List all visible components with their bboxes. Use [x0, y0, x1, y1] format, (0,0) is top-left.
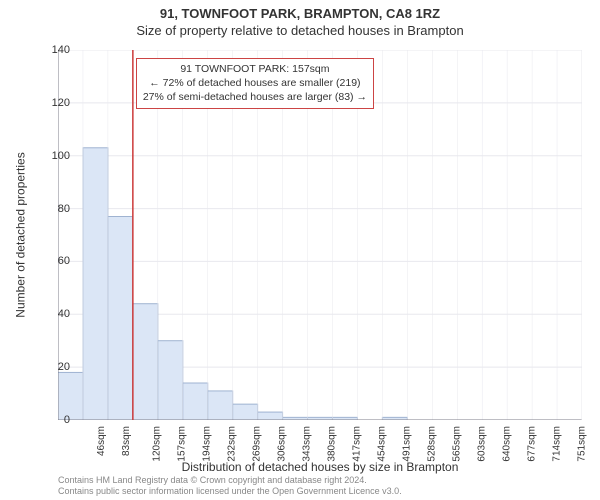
callout-line1: 91 TOWNFOOT PARK: 157sqm — [143, 62, 367, 76]
y-tick-label: 140 — [40, 44, 70, 56]
x-tick-label: 417sqm — [352, 426, 363, 462]
histogram-bar — [58, 372, 83, 420]
y-tick-label: 0 — [40, 414, 70, 426]
callout-line3: 27% of semi-detached houses are larger (… — [143, 90, 367, 104]
x-tick-label: 714sqm — [551, 426, 562, 462]
y-tick-label: 40 — [40, 308, 70, 320]
x-tick-label: 157sqm — [177, 426, 188, 462]
title-sub: Size of property relative to detached ho… — [0, 21, 600, 38]
x-tick-label: 46sqm — [96, 426, 107, 456]
histogram-bar — [133, 304, 158, 420]
footer-line2: Contains public sector information licen… — [58, 486, 402, 497]
x-tick-label: 528sqm — [426, 426, 437, 462]
histogram-bar — [233, 404, 258, 420]
histogram-bar — [183, 383, 208, 420]
x-tick-label: 343sqm — [302, 426, 313, 462]
property-size-callout: 91 TOWNFOOT PARK: 157sqm ← 72% of detach… — [136, 58, 374, 109]
histogram-bar — [258, 412, 283, 420]
y-tick-label: 60 — [40, 255, 70, 267]
chart-container: 91, TOWNFOOT PARK, BRAMPTON, CA8 1RZ Siz… — [0, 0, 600, 500]
title-main: 91, TOWNFOOT PARK, BRAMPTON, CA8 1RZ — [0, 0, 600, 21]
x-tick-label: 640sqm — [501, 426, 512, 462]
y-tick-label: 100 — [40, 150, 70, 162]
histogram-bar — [108, 217, 133, 421]
histogram-bar — [208, 391, 233, 420]
y-tick-label: 20 — [40, 361, 70, 373]
x-tick-label: 232sqm — [227, 426, 238, 462]
x-axis-label: Distribution of detached houses by size … — [58, 460, 582, 474]
histogram-bar — [83, 148, 108, 420]
footer-line1: Contains HM Land Registry data © Crown c… — [58, 475, 402, 486]
x-tick-label: 603sqm — [476, 426, 487, 462]
x-tick-label: 83sqm — [121, 426, 132, 456]
histogram-bar — [158, 341, 183, 420]
x-tick-label: 751sqm — [576, 426, 587, 462]
x-tick-label: 380sqm — [327, 426, 338, 462]
x-tick-label: 120sqm — [152, 426, 163, 462]
x-tick-label: 491sqm — [401, 426, 412, 462]
x-tick-label: 677sqm — [526, 426, 537, 462]
y-axis-label-wrap: Number of detached properties — [14, 50, 28, 420]
y-tick-label: 80 — [40, 203, 70, 215]
y-axis-label: Number of detached properties — [14, 152, 28, 317]
x-tick-label: 306sqm — [277, 426, 288, 462]
footer-attribution: Contains HM Land Registry data © Crown c… — [58, 475, 402, 497]
callout-line2: ← 72% of detached houses are smaller (21… — [143, 76, 367, 90]
x-tick-label: 454sqm — [377, 426, 388, 462]
x-tick-label: 269sqm — [252, 426, 263, 462]
x-tick-label: 565sqm — [451, 426, 462, 462]
y-tick-label: 120 — [40, 97, 70, 109]
x-tick-label: 194sqm — [202, 426, 213, 462]
